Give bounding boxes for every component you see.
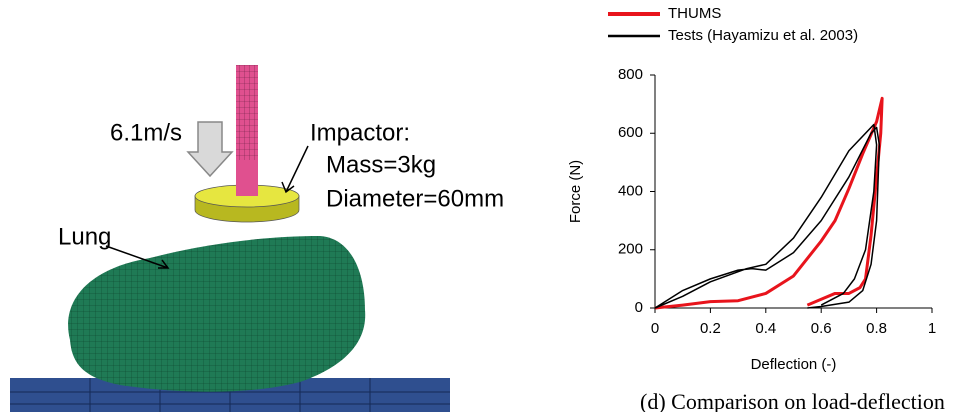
illustration: 6.1m/s Impactor: Mass=3kg Diameter=60mm …: [10, 65, 504, 412]
diameter-label: Diameter=60mm: [326, 185, 504, 212]
legend-label: THUMS: [668, 5, 721, 22]
y-axis-label: Force (N): [567, 160, 584, 223]
impactor-label: Impactor:: [310, 119, 410, 146]
x-tick-label: 1: [928, 320, 936, 337]
x-tick-label: 0.2: [700, 320, 721, 337]
velocity-arrow: [186, 121, 234, 178]
mass-label: Mass=3kg: [326, 151, 436, 178]
chart: 0 200 400 600 800 0 0.2 0.4 0.6 0.8 1 Deflection (-…: [567, 5, 936, 373]
x-tick-label: 0: [651, 320, 659, 337]
y-tick-label: 200: [618, 241, 643, 258]
series-line: [654, 123, 881, 309]
velocity-label: 6.1m/s: [110, 119, 182, 146]
impactor-rod-lower: [236, 160, 258, 196]
x-tick-label: 0.4: [755, 320, 776, 337]
legend-label: Tests (Hayamizu et al. 2003): [668, 27, 858, 44]
impactor-pointer: [281, 145, 309, 194]
series-line: [654, 96, 884, 310]
y-tick-label: 400: [618, 182, 643, 199]
lung-pointer: [105, 245, 170, 269]
base-mesh: [10, 378, 450, 412]
x-tick-label: 0.6: [811, 320, 832, 337]
x-axis-label: Deflection (-): [751, 356, 837, 373]
lung-label: Lung: [58, 223, 111, 250]
lung-mesh: [68, 236, 366, 392]
y-tick-label: 800: [618, 66, 643, 83]
y-tick-label: 600: [618, 124, 643, 141]
x-tick-label: 0.8: [866, 320, 887, 337]
caption: (d) Comparison on load-deflection: [640, 389, 945, 412]
y-tick-label: 0: [635, 299, 643, 316]
